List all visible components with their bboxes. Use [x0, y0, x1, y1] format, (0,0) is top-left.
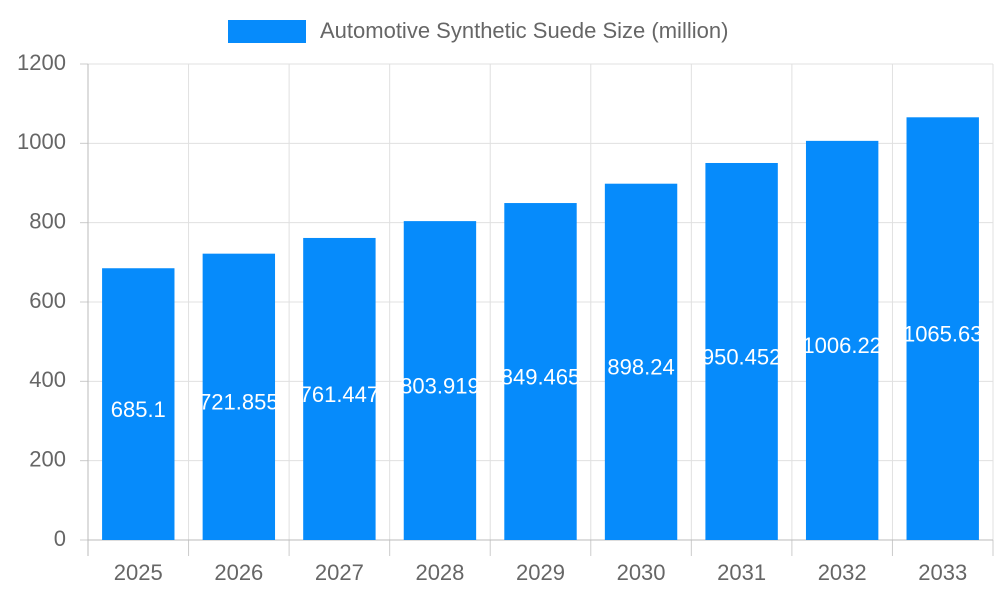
y-tick-label: 400: [29, 367, 66, 392]
data-label: 849.465: [501, 364, 581, 389]
bar: [805, 140, 879, 540]
y-tick-label: 1000: [17, 129, 66, 154]
bar: [705, 162, 778, 540]
x-tick-label: 2029: [516, 560, 565, 585]
x-tick-label: 2033: [918, 560, 967, 585]
x-tick-label: 2025: [114, 560, 163, 585]
bar: [504, 203, 577, 541]
bar: [102, 268, 175, 540]
data-label: 685.1: [111, 397, 166, 422]
x-tick-label: 2030: [617, 560, 666, 585]
bar: [604, 183, 678, 541]
x-tick-label: 2027: [315, 560, 364, 585]
bar: [906, 117, 979, 540]
x-tick-label: 2028: [415, 560, 464, 585]
legend-swatch: [228, 20, 306, 43]
legend-label: Automotive Synthetic Suede Size (million…: [320, 18, 728, 43]
bar: [403, 221, 477, 541]
y-tick-label: 0: [54, 526, 66, 551]
x-tick-label: 2026: [214, 560, 263, 585]
bar: [303, 237, 376, 540]
x-tick-label: 2032: [818, 560, 867, 585]
data-label: 950.452: [702, 344, 782, 369]
data-label: 761.447: [300, 382, 380, 407]
bar: [202, 253, 276, 540]
data-label: 803.919: [400, 373, 480, 398]
y-tick-label: 200: [29, 446, 66, 471]
data-label: 721.855: [199, 390, 279, 415]
y-tick-label: 800: [29, 208, 66, 233]
y-tick-label: 600: [29, 288, 66, 313]
x-tick-label: 2031: [717, 560, 766, 585]
data-label: 1065.63: [903, 321, 983, 346]
data-label: 1006.22: [802, 333, 882, 358]
data-label: 898.24: [607, 355, 674, 380]
y-tick-label: 1200: [17, 50, 66, 75]
